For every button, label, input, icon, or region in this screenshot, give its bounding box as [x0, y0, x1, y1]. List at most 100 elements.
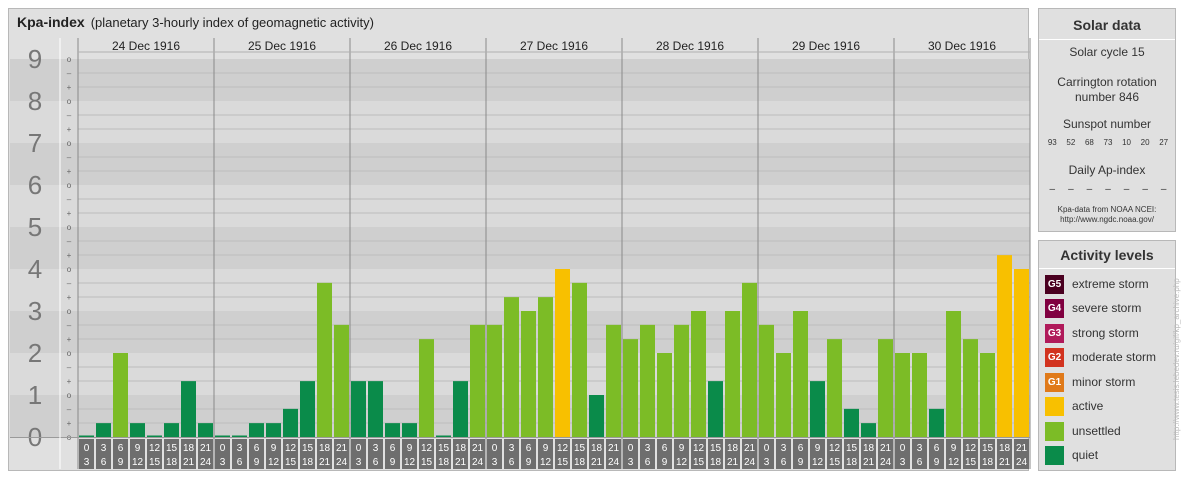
interval-end-label: 24 [472, 457, 484, 468]
interval-box [368, 439, 383, 469]
interval-box [300, 439, 315, 469]
interval-start-label: 3 [917, 443, 923, 454]
carrington-line-1: Carrington rotation [1057, 75, 1157, 89]
y-sub-tick-label: – [67, 195, 72, 204]
kp-bar [742, 282, 757, 437]
interval-end-label: 18 [846, 457, 858, 468]
interval-box [929, 439, 944, 469]
sunspot-value: 93 [1047, 138, 1057, 147]
interval-start-label: 9 [135, 443, 141, 454]
chart-title: Kpa-index (planetary 3-hourly index of ge… [17, 14, 374, 30]
interval-end-label: 9 [662, 457, 668, 468]
interval-box [725, 439, 740, 469]
kp-bar [708, 381, 723, 437]
sunspot-value: 20 [1140, 138, 1150, 147]
y-sub-tick-label: o [67, 391, 72, 400]
legend-label-g4: severe storm [1072, 301, 1142, 315]
interval-box [504, 439, 519, 469]
kp-bar [385, 423, 400, 437]
solar-divider [1039, 39, 1175, 40]
y-tick-label: 2 [28, 338, 42, 368]
interval-start-label: 12 [829, 443, 841, 454]
chart-title-main: Kpa-index [17, 14, 85, 30]
interval-end-label: 15 [557, 457, 569, 468]
y-tick-label: 7 [28, 128, 42, 158]
kp-bar [895, 353, 910, 437]
interval-end-label: 18 [302, 457, 314, 468]
kp-bar [827, 339, 842, 437]
y-tick-label: 4 [28, 254, 42, 284]
interval-box [266, 439, 281, 469]
interval-start-label: 15 [166, 443, 178, 454]
kp-bar [606, 324, 621, 437]
interval-end-label: 18 [438, 457, 450, 468]
interval-box [810, 439, 825, 469]
kp-bar [997, 255, 1012, 437]
interval-end-label: 3 [356, 457, 362, 468]
legend-label-g3: strong storm [1072, 326, 1139, 340]
interval-box [419, 439, 434, 469]
y-tick-label: 6 [28, 170, 42, 200]
kp-bar [317, 282, 332, 437]
y-sub-tick-label: o [67, 181, 72, 190]
kp-band [10, 143, 1030, 185]
y-sub-tick-label: o [67, 223, 72, 232]
interval-box [96, 439, 111, 469]
interval-start-label: 15 [710, 443, 722, 454]
kp-bar [759, 324, 774, 437]
kp-bar [861, 423, 876, 437]
y-sub-tick-label: + [67, 83, 72, 92]
sunspot-label: Sunspot number [1062, 117, 1152, 131]
interval-box [946, 439, 961, 469]
ap-label: Daily Ap-index [1068, 163, 1146, 177]
interval-start-label: 12 [421, 443, 433, 454]
kp-bar [521, 311, 536, 437]
interval-end-label: 24 [880, 457, 892, 468]
interval-end-label: 12 [812, 457, 824, 468]
legend-item-active: active [1045, 396, 1103, 416]
interval-start-label: 3 [509, 443, 515, 454]
interval-box [521, 439, 536, 469]
sunspot-values: 93 52 68 73 10 20 27 [1043, 138, 1173, 147]
interval-start-label: 6 [390, 443, 396, 454]
legend-label-g2: moderate storm [1072, 350, 1157, 364]
interval-start-label: 9 [543, 443, 549, 454]
interval-start-label: 6 [118, 443, 124, 454]
ap-value: – [1105, 184, 1111, 195]
interval-box [215, 439, 230, 469]
interval-box [130, 439, 145, 469]
interval-start-label: 12 [149, 443, 161, 454]
source-link[interactable]: http://www.ngdc.noaa.gov/ [1060, 215, 1154, 224]
legend-item-quiet: quiet [1045, 445, 1098, 465]
interval-start-label: 12 [557, 443, 569, 454]
interval-end-label: 24 [336, 457, 348, 468]
legend-swatch-active [1045, 396, 1064, 416]
kp-band [10, 101, 1030, 143]
carrington-line-2: number 846 [1074, 90, 1140, 104]
interval-box [623, 439, 638, 469]
solar-data-panel: Solar data Solar cycle 15 Carrington rot… [1038, 8, 1176, 232]
interval-end-label: 24 [608, 457, 620, 468]
interval-end-label: 24 [1016, 457, 1028, 468]
kp-bar [487, 324, 502, 437]
kp-bar [674, 324, 689, 437]
kp-bar [1014, 269, 1029, 437]
kp-bar [79, 435, 94, 437]
interval-start-label: 3 [781, 443, 787, 454]
kp-bar [181, 381, 196, 437]
interval-start-label: 3 [237, 443, 243, 454]
interval-box [487, 439, 502, 469]
interval-start-label: 21 [200, 443, 212, 454]
kp-bar [963, 339, 978, 437]
interval-box [164, 439, 179, 469]
kp-bar [351, 381, 366, 437]
y-sub-tick-label: + [67, 419, 72, 428]
interval-end-label: 15 [149, 457, 161, 468]
interval-box [351, 439, 366, 469]
kp-bar [300, 381, 315, 437]
kp-bar [96, 423, 111, 437]
credit-link[interactable]: http://www.tesis.lebedev.ru/gif/kp_archi… [1172, 278, 1181, 440]
interval-box [385, 439, 400, 469]
legend-swatch-g4: G4 [1045, 298, 1064, 318]
kp-bar [691, 311, 706, 437]
